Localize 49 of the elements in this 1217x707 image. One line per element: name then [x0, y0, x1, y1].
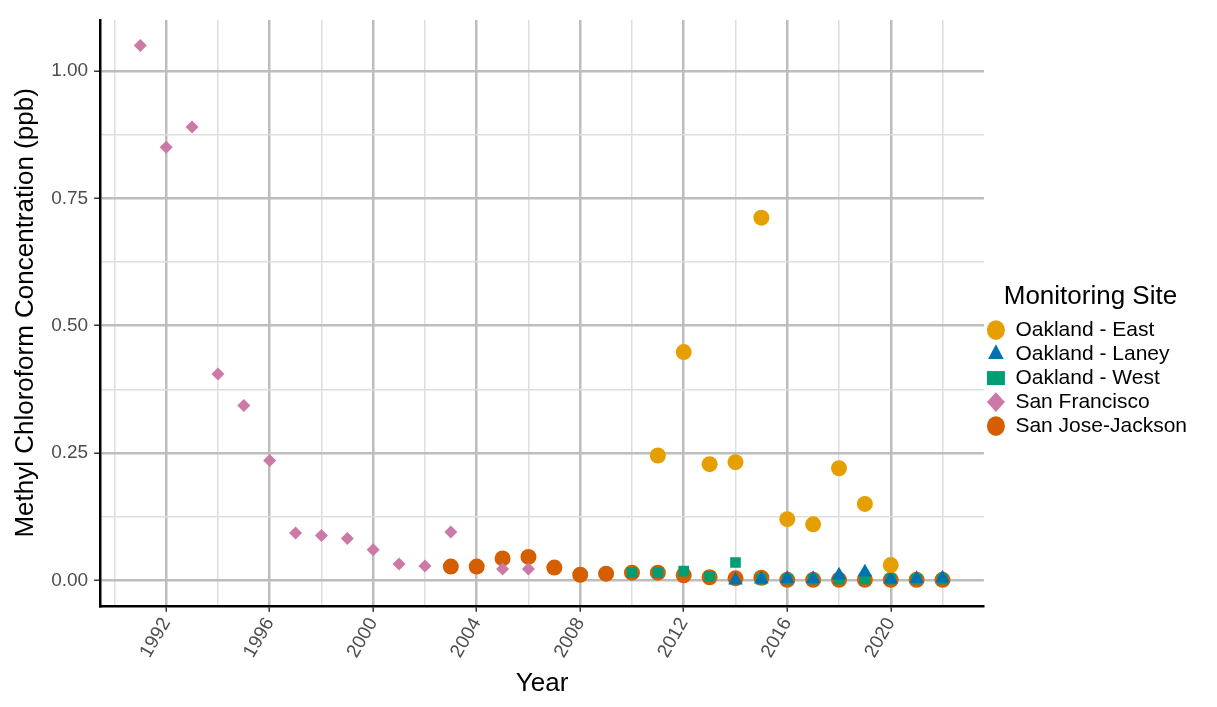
legend-label: Oakland - Laney: [1015, 340, 1171, 364]
point: [598, 565, 615, 582]
y-tick-label: 1.00: [51, 59, 89, 81]
point: [730, 557, 741, 568]
point: [701, 456, 718, 473]
legend-label: Oakland - East: [1015, 316, 1155, 340]
point: [494, 550, 511, 567]
point: [727, 454, 744, 471]
legend-label: San Francisco: [1015, 388, 1150, 412]
point: [263, 454, 277, 468]
point: [675, 344, 692, 361]
point: [805, 570, 821, 584]
x-axis-title: Year: [515, 666, 569, 697]
legend-label: San Jose-Jackson: [1015, 412, 1187, 436]
point: [418, 559, 432, 573]
y-tick-label: 0.75: [51, 186, 89, 208]
point: [546, 559, 563, 576]
legend-title: Monitoring Site: [1003, 279, 1178, 310]
point: [314, 529, 328, 542]
point: [649, 447, 666, 464]
point: [779, 511, 796, 528]
point: [366, 543, 380, 557]
point: [468, 558, 485, 575]
point: [572, 566, 589, 583]
point: [831, 460, 847, 477]
point: [520, 548, 537, 565]
point: [882, 557, 899, 574]
point: [521, 562, 535, 576]
point: [185, 120, 199, 134]
point: [444, 525, 458, 539]
y-tick-label: 0.25: [51, 441, 89, 463]
point: [753, 209, 770, 226]
point: [133, 38, 147, 52]
point: [496, 562, 510, 576]
point: [159, 140, 173, 154]
point: [392, 557, 406, 571]
point: [211, 367, 225, 381]
y-axis-title: Methyl Chloroform Concentration (ppb): [8, 88, 39, 538]
legend-label: Oakland - West: [1015, 364, 1160, 388]
point: [909, 570, 924, 584]
point: [856, 495, 873, 512]
point: [289, 526, 303, 540]
point: [805, 516, 822, 533]
point: [442, 558, 459, 575]
y-tick-label: 0.00: [51, 568, 89, 590]
point: [779, 570, 795, 584]
point: [237, 399, 251, 413]
y-tick-label: 0.50: [51, 313, 89, 335]
point: [340, 532, 354, 546]
